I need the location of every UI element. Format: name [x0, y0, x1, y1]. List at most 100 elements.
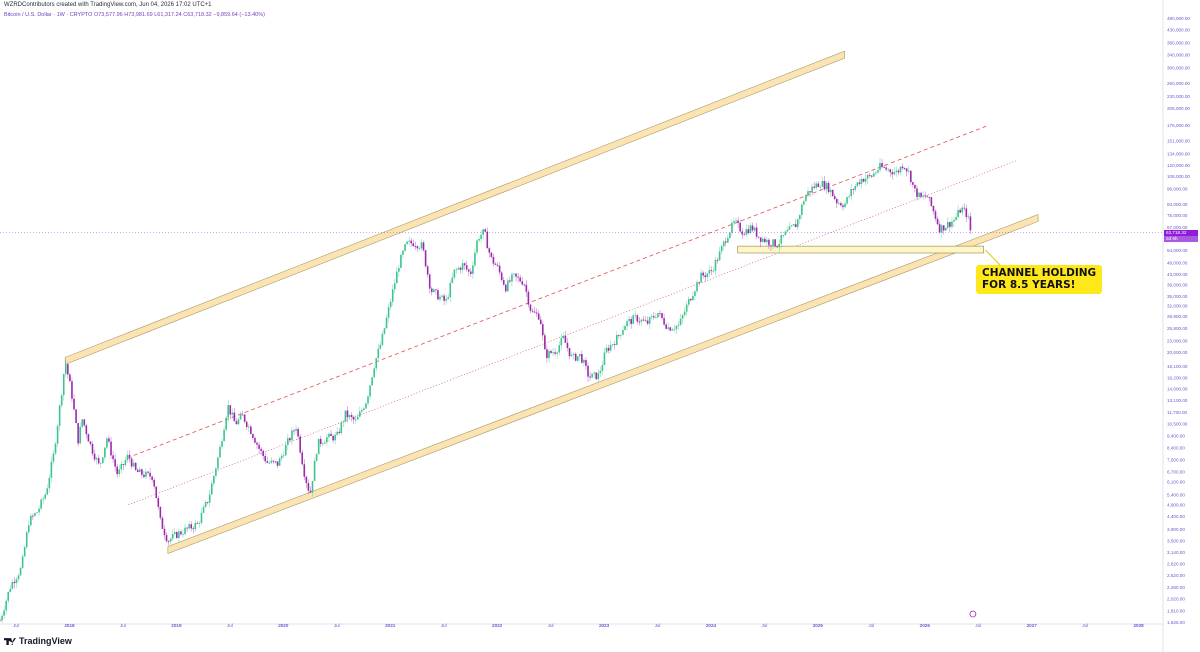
- candle-body: [842, 205, 844, 208]
- candle-body: [840, 203, 842, 206]
- candle-body: [350, 415, 353, 417]
- candle-body: [231, 412, 234, 415]
- candle-body: [478, 238, 480, 241]
- candle-body: [93, 453, 96, 460]
- candle-body: [704, 275, 707, 278]
- tradingview-logo-text: TradingView: [19, 636, 72, 646]
- channel-dotted-midline: [128, 160, 1016, 506]
- y-tick-label: 25,800.00: [1167, 326, 1188, 331]
- candle-body: [428, 274, 431, 289]
- candle-body: [628, 319, 630, 322]
- candle-body: [317, 438, 320, 455]
- candle-body: [128, 454, 131, 459]
- candle-body: [648, 317, 651, 324]
- candle-body: [595, 372, 598, 380]
- candle-body: [163, 528, 166, 536]
- candle-body: [572, 353, 575, 355]
- x-tick-label: 2028: [1134, 623, 1145, 628]
- tradingview-logo[interactable]: TradingView: [4, 636, 72, 646]
- y-tick-label: 39,000.00: [1167, 282, 1188, 287]
- candle-body: [698, 282, 700, 284]
- candle-body: [38, 508, 40, 513]
- candle-body: [681, 315, 684, 319]
- candle-body: [747, 229, 750, 234]
- symbol-name[interactable]: Bitcoin / U.S. Dollar · 1W · CRYPTO: [4, 12, 93, 18]
- candle-body: [502, 280, 505, 285]
- candle-body: [891, 172, 894, 175]
- candle-body: [846, 197, 848, 204]
- candle-body: [706, 273, 709, 278]
- candle-body: [653, 316, 655, 318]
- y-tick-label: 83,000.00: [1167, 202, 1188, 207]
- candle-body: [525, 284, 528, 292]
- candle-body: [831, 189, 834, 197]
- candle-body: [564, 335, 567, 343]
- candle-body: [21, 556, 24, 568]
- candle-body: [264, 455, 267, 462]
- candle-body: [926, 196, 929, 198]
- candle-body: [465, 265, 468, 270]
- candle-body: [420, 242, 423, 249]
- candle-body: [657, 313, 659, 318]
- candle-body: [905, 168, 908, 172]
- candle-body: [889, 169, 892, 173]
- candle-body: [334, 434, 336, 441]
- candle-body: [336, 431, 338, 435]
- candle-body: [531, 310, 534, 312]
- y-tick-label: 32,000.00: [1167, 303, 1188, 308]
- candle-body: [60, 395, 63, 406]
- candle-body: [696, 282, 698, 292]
- candle-body: [463, 263, 466, 266]
- candle-body: [258, 444, 260, 449]
- y-tick-label: 67,000.00: [1167, 225, 1188, 230]
- candle-body: [671, 329, 674, 331]
- candle-body: [644, 320, 647, 322]
- y-tick-label: 1,625.00: [1167, 620, 1185, 625]
- candle-body: [790, 225, 793, 227]
- symbol-legend[interactable]: Bitcoin / U.S. Dollar · 1W · CRYPTO O73,…: [4, 12, 265, 18]
- candle-body: [940, 225, 943, 233]
- candle-body: [774, 239, 776, 247]
- candle-body: [406, 241, 408, 245]
- candle-body: [548, 350, 550, 359]
- y-tick-label: 96,000.00: [1167, 187, 1188, 192]
- candle-body: [319, 438, 322, 444]
- candle-body: [486, 231, 489, 249]
- candle-body: [46, 488, 49, 495]
- y-tick-label: 175,000.00: [1167, 123, 1190, 128]
- candle-body: [418, 248, 421, 249]
- candle-body: [315, 454, 318, 461]
- candle-body: [714, 259, 717, 271]
- candle-body: [311, 480, 314, 493]
- candle-body: [663, 318, 665, 325]
- candle-body: [344, 410, 347, 422]
- candle-body: [324, 442, 326, 444]
- candle-body: [515, 273, 517, 277]
- channel-callout: CHANNEL HOLDING FOR 8.5 YEARS!: [976, 265, 1103, 294]
- candle-body: [757, 236, 760, 238]
- candle-body: [864, 178, 867, 182]
- candle-body: [856, 182, 859, 187]
- candle-body: [44, 494, 47, 499]
- candle-body: [535, 312, 538, 314]
- candle-body: [624, 326, 626, 331]
- candle-body: [371, 377, 373, 386]
- candle-body: [521, 281, 524, 285]
- candle-body: [745, 229, 748, 235]
- candle-body: [239, 414, 242, 420]
- candle-body: [539, 319, 542, 325]
- y-tick-label: 6,700.00: [1167, 469, 1185, 474]
- candle-body: [556, 352, 558, 354]
- candle-body: [171, 533, 174, 539]
- candle-body: [881, 162, 883, 167]
- event-marker-icon: [969, 610, 977, 618]
- candle-body: [560, 338, 563, 346]
- candle-body: [282, 455, 285, 457]
- candle-body: [620, 334, 622, 336]
- candle-body: [56, 425, 59, 444]
- y-tick-label: 260,000.00: [1167, 81, 1190, 86]
- candle-body: [11, 581, 14, 589]
- y-tick-label: 20,600.00: [1167, 350, 1188, 355]
- candle-body: [961, 207, 964, 213]
